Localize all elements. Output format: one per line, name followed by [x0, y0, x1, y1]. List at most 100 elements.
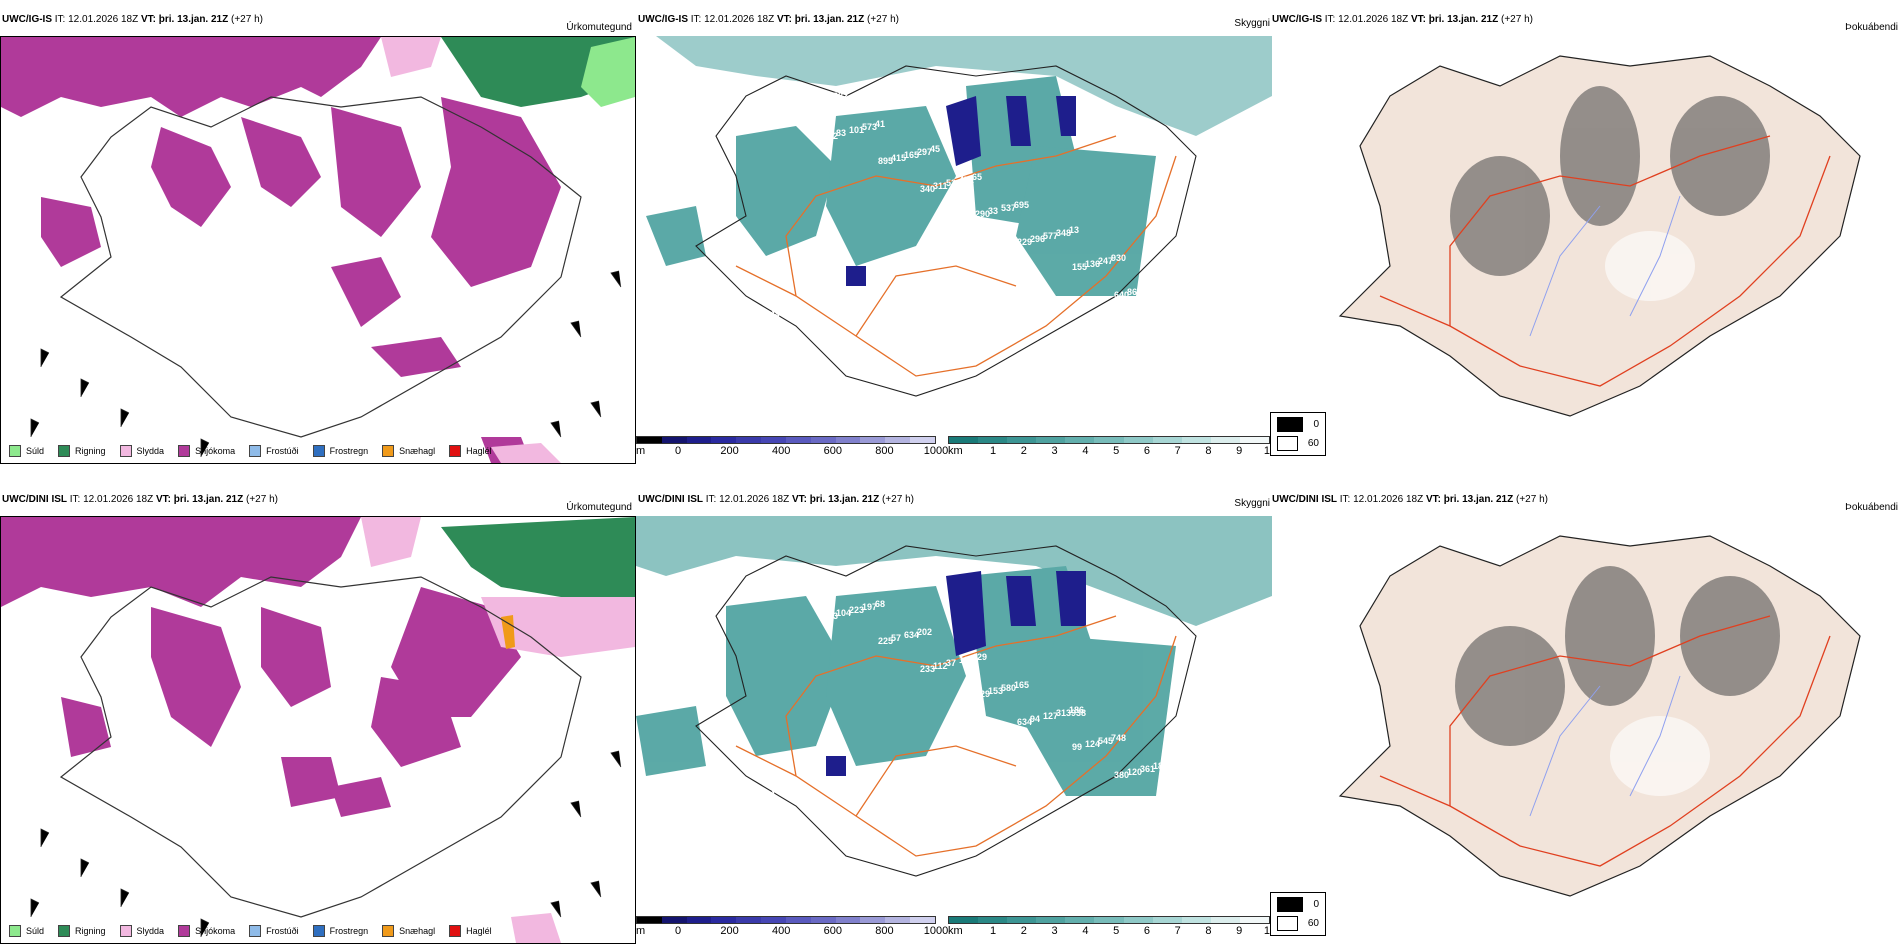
fog-title: Þokuábendi: [1845, 22, 1898, 33]
legend-item-sleet: Slydda: [119, 925, 164, 937]
legend-item-sleet: Slydda: [119, 445, 164, 457]
visibility-value-label: 580: [1001, 683, 1016, 693]
fog-panel-row2: UWC/DINI ISL IT: 12.01.2026 18Z VT: þri.…: [1270, 492, 1900, 944]
colorbar-segment: [711, 917, 737, 923]
scale-tick: 9: [1236, 445, 1243, 457]
legend-item-drizzle: Súld: [9, 445, 44, 457]
visibility-value-label: 165: [1014, 680, 1029, 690]
fog-scale: 0 60: [1270, 412, 1326, 456]
colorbar-segment: [711, 437, 737, 443]
precip-map: Súld Rigning Slydda Snjókoma Frostúði Fr…: [0, 516, 636, 944]
scale-tick: 600: [823, 445, 842, 457]
height-ticks: m 0 200 400 600 800 1000: [636, 444, 948, 458]
legend-swatch: [178, 925, 191, 937]
scale-tick: 0: [674, 445, 682, 457]
colorbar-segment: [949, 437, 979, 443]
visibility-value-label: 810: [1140, 284, 1155, 294]
roads: [735, 615, 1177, 857]
visibility-value-label: 380: [1114, 770, 1129, 780]
colorbar-segment: [835, 917, 861, 923]
visibility-value-label: 112: [933, 661, 948, 671]
fog-scale-swatch: [1277, 417, 1304, 432]
snow-hail-areas: [501, 615, 515, 649]
scale-tick: 1000: [923, 925, 949, 937]
height-scale: m 0 200 400 600 800 1000: [636, 436, 948, 458]
visibility-value-label: 382: [833, 91, 848, 101]
colorbar-segment: [637, 437, 662, 443]
colorbar-segment: [885, 437, 911, 443]
colorbar-segment: [1123, 437, 1153, 443]
precip-title: Úrkomutegund: [566, 22, 632, 33]
visibility-value-label: 155: [1072, 262, 1087, 272]
scale-tick: 400: [772, 445, 791, 457]
visibility-value-label: 296: [1030, 234, 1045, 244]
roads: [735, 135, 1177, 377]
visibility-value-label: 252: [823, 131, 838, 141]
legend-swatch: [58, 445, 71, 457]
colorbar-segment: [978, 917, 1008, 923]
visibility-value-label: 312: [820, 94, 835, 104]
visibility-ticks: km 1 2 3 4 5 6 7 8 9 10: [948, 444, 1272, 458]
legend-item-rain: Rigning: [58, 925, 106, 937]
legend-swatch: [58, 925, 71, 937]
precip-legend: Súld Rigning Slydda Snjókoma Frostúði Fr…: [9, 925, 506, 937]
visibility-value-label: 233: [920, 664, 935, 674]
legend-swatch: [312, 445, 325, 457]
legend-swatch: [449, 445, 462, 457]
visibility-value-label: 634: [904, 630, 919, 640]
visibility-value-label: 104: [959, 655, 974, 665]
scale-tick: 2: [1020, 925, 1027, 937]
legend-item-hail: Haglél: [449, 445, 492, 457]
visibility-value-label: 223: [849, 605, 864, 615]
low-visibility-areas: [646, 36, 1272, 296]
visibility-value-label: 165: [904, 150, 919, 160]
legend-item-snow: Snjókoma: [178, 445, 235, 457]
visibility-value-label: 94: [1030, 714, 1040, 724]
visibility-title: Skyggni: [1234, 18, 1270, 29]
visibility-value-label: 238: [807, 577, 822, 587]
visibility-value-label: 104: [794, 580, 809, 590]
visibility-value-label: 45: [930, 144, 940, 154]
colorbar-segment: [661, 917, 687, 923]
colorbar-segment: [1181, 437, 1211, 443]
fog-map-svg: [1338, 535, 1861, 897]
drizzle-areas: [581, 37, 635, 107]
colorbar-segment: [1181, 917, 1211, 923]
visibility-value-label: 136: [1085, 259, 1100, 269]
colorbar-segment: [1239, 917, 1270, 923]
visibility-scale: km 1 2 3 4 5 6 7 8 9 10: [948, 436, 1272, 458]
fog-index-shading: [1455, 566, 1780, 796]
fog-scale: 0 60: [1270, 892, 1326, 936]
visibility-value-label: 429: [972, 652, 987, 662]
mountain-height-areas: [826, 571, 1086, 776]
sleet-areas: [381, 37, 561, 463]
legend-swatch: [382, 445, 395, 457]
visibility-value-label: 472: [959, 175, 974, 185]
legend-item-snow-hail: Snæhagl: [382, 925, 435, 937]
visibility-value-label: 32: [726, 78, 736, 88]
scale-tick: 4: [1082, 445, 1089, 457]
visibility-value-label: 573: [862, 122, 877, 132]
visibility-value-label: 624: [726, 558, 741, 568]
scale-tick: 10: [1263, 445, 1272, 457]
legend-item-freezing-rain: Frostregn: [312, 925, 368, 937]
visibility-value-label: 382: [794, 100, 809, 110]
visibility-value-label: 545: [1098, 736, 1113, 746]
colorbar-segment: [949, 917, 979, 923]
legend-item-snow-hail: Snæhagl: [382, 445, 435, 457]
visibility-value-label: 577: [1043, 231, 1058, 241]
scale-unit: m: [636, 925, 646, 937]
visibility-value-label: 361: [1140, 764, 1155, 774]
panel-header: UWC/IG-IS IT: 12.01.2026 18Z VT: þri. 13…: [2, 14, 263, 25]
scale-tick: 200: [720, 445, 739, 457]
visibility-panel-row1: UWC/IG-IS IT: 12.01.2026 18Z VT: þri. 13…: [636, 12, 1272, 464]
visibility-value-label: 37: [946, 658, 956, 668]
visibility-value-label: 290: [975, 209, 990, 219]
legend-item-rain: Rigning: [58, 445, 106, 457]
visibility-value-label: 311: [933, 181, 948, 191]
scale-tick: 10: [1263, 925, 1272, 937]
fog-scale-swatch: [1277, 436, 1298, 451]
visibility-panel-row2: UWC/DINI ISL IT: 12.01.2026 18Z VT: þri.…: [636, 492, 1272, 944]
precip-panel-row2: UWC/DINI ISL IT: 12.01.2026 18Z VT: þri.…: [0, 492, 636, 944]
visibility-title: Skyggni: [1234, 498, 1270, 509]
